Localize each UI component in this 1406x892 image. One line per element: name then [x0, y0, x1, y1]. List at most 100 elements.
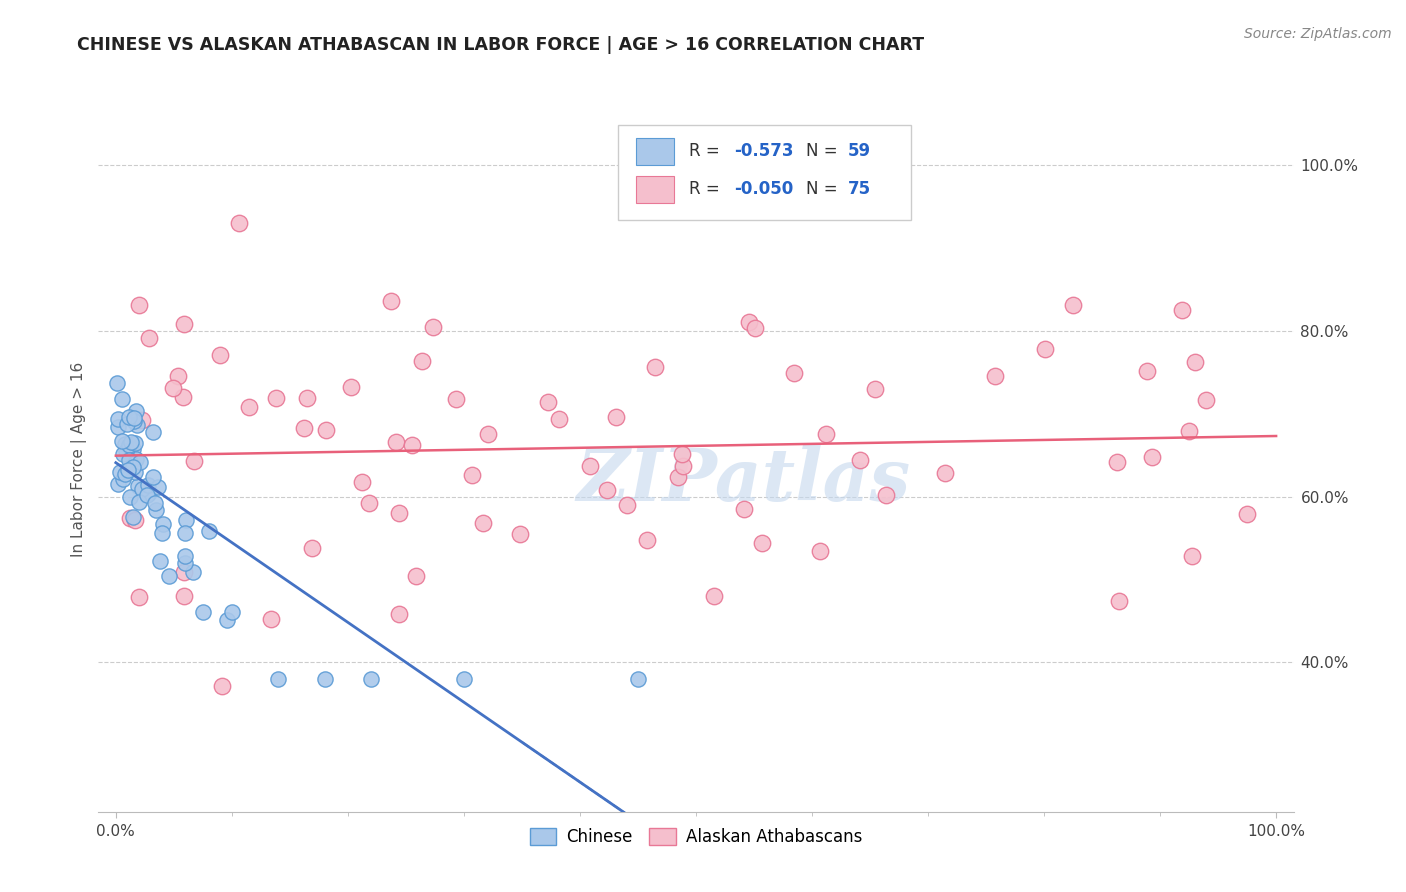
Point	[1195, 392, 1218, 407]
Point	[129, 455, 152, 469]
Point	[1062, 298, 1084, 312]
Point	[114, 436, 136, 450]
Point	[1184, 355, 1206, 369]
Point	[174, 557, 197, 571]
Text: 59: 59	[848, 143, 870, 161]
Point	[127, 418, 149, 433]
Point	[115, 417, 138, 431]
Point	[1035, 343, 1057, 357]
Point	[422, 320, 444, 334]
Point	[751, 536, 773, 550]
Point	[124, 513, 146, 527]
Point	[616, 498, 638, 512]
Point	[127, 478, 149, 492]
Point	[627, 672, 650, 686]
Point	[444, 392, 467, 406]
Text: -0.573: -0.573	[734, 143, 794, 161]
Point	[983, 368, 1005, 383]
Point	[461, 467, 484, 482]
Point	[215, 613, 238, 627]
Point	[208, 348, 231, 362]
Point	[118, 438, 141, 452]
Point	[125, 452, 148, 467]
Point	[174, 549, 197, 564]
Point	[125, 404, 148, 418]
Point	[934, 466, 956, 480]
Point	[260, 612, 283, 626]
Point	[145, 503, 167, 517]
Point	[117, 463, 139, 477]
Point	[197, 524, 219, 538]
Point	[808, 543, 831, 558]
Point	[172, 390, 194, 404]
Point	[121, 442, 143, 457]
Point	[173, 526, 195, 541]
Point	[1142, 450, 1164, 465]
Point	[733, 502, 755, 516]
Point	[122, 460, 145, 475]
Point	[264, 391, 287, 405]
Text: R =: R =	[689, 180, 725, 199]
Point	[142, 469, 165, 483]
Point	[111, 446, 134, 460]
Point	[118, 452, 141, 467]
Point	[111, 392, 134, 406]
Text: -0.050: -0.050	[734, 180, 793, 199]
Point	[128, 298, 150, 312]
Text: Source: ZipAtlas.com: Source: ZipAtlas.com	[1244, 27, 1392, 41]
FancyBboxPatch shape	[637, 138, 675, 165]
Point	[1136, 364, 1159, 378]
Point	[173, 565, 195, 579]
Point	[1236, 507, 1258, 521]
Point	[122, 509, 145, 524]
Point	[1171, 303, 1194, 318]
Point	[340, 380, 363, 394]
Point	[477, 427, 499, 442]
Point	[183, 565, 205, 579]
Point	[124, 435, 146, 450]
FancyBboxPatch shape	[619, 125, 911, 219]
Point	[471, 516, 494, 530]
Point	[191, 605, 214, 619]
Point	[703, 589, 725, 603]
Point	[315, 424, 337, 438]
Text: R =: R =	[689, 143, 725, 161]
Text: N =: N =	[806, 143, 842, 161]
Point	[380, 294, 402, 309]
Point	[384, 434, 406, 449]
Point	[166, 369, 188, 384]
Point	[122, 414, 145, 428]
Point	[138, 331, 160, 345]
Point	[128, 495, 150, 509]
Point	[221, 606, 243, 620]
Point	[783, 366, 806, 380]
Point	[105, 376, 128, 391]
Point	[671, 447, 693, 461]
Point	[157, 569, 180, 583]
Point	[314, 672, 336, 686]
Text: N =: N =	[806, 180, 842, 199]
Point	[359, 496, 381, 510]
Point	[605, 409, 627, 424]
Point	[238, 400, 260, 414]
Point	[411, 354, 433, 368]
Point	[453, 672, 475, 686]
Point	[150, 525, 173, 540]
Point	[579, 459, 602, 474]
Point	[122, 410, 145, 425]
Point	[737, 315, 759, 329]
Point	[672, 458, 695, 473]
Point	[295, 392, 318, 406]
Text: CHINESE VS ALASKAN ATHABASCAN IN LABOR FORCE | AGE > 16 CORRELATION CHART: CHINESE VS ALASKAN ATHABASCAN IN LABOR F…	[77, 36, 925, 54]
Point	[131, 482, 153, 496]
Text: 75: 75	[848, 180, 870, 199]
Point	[114, 467, 136, 481]
Point	[405, 569, 427, 583]
Point	[118, 490, 141, 504]
Point	[388, 607, 411, 622]
Point	[1177, 424, 1199, 438]
Point	[875, 487, 897, 501]
Point	[744, 320, 766, 334]
Point	[228, 216, 250, 230]
Point	[863, 382, 886, 396]
